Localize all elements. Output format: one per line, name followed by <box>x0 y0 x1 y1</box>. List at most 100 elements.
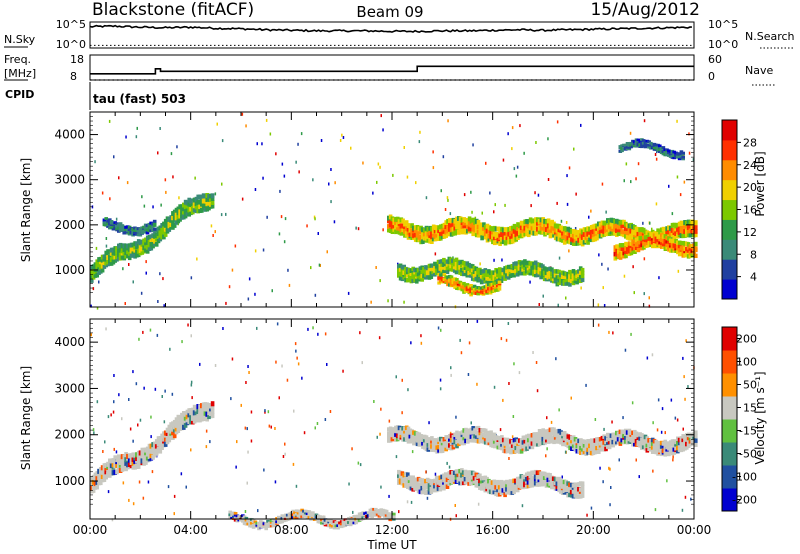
power-scatter-cell <box>210 224 213 228</box>
velocity-band-0-cell <box>93 472 98 478</box>
nsky-tick-low: 10^0 <box>56 38 86 51</box>
velocity-band-2-cell <box>580 493 585 498</box>
power-scatter-cell <box>190 276 193 280</box>
power-scatter-cell <box>94 160 96 164</box>
power-band-3-cell <box>440 267 444 272</box>
power-scatter-cell <box>440 189 442 193</box>
velocity-band-0-cell <box>118 467 123 473</box>
velocity-band-3-cell <box>366 514 371 518</box>
velocity-band-3-cell <box>327 519 331 522</box>
power-band-6-cell <box>661 150 666 153</box>
velocity-scatter-cell <box>631 401 634 405</box>
velocity-colorbar-tick-label: -50 <box>739 448 757 461</box>
power-band-0-cell <box>180 204 184 210</box>
power-band-1-cell <box>120 226 125 230</box>
power-scatter-cell <box>135 135 138 139</box>
velocity-band-2-cell <box>541 478 545 484</box>
velocity-band-3-cell <box>366 511 371 514</box>
power-band-2-cell <box>410 228 414 234</box>
power-colorbar-tick-label: 16 <box>743 204 757 217</box>
velocity-band-2-cell <box>514 484 518 489</box>
power-band-2-cell <box>507 231 511 237</box>
power-band-2-cell <box>428 225 432 231</box>
velocity-scatter-cell <box>376 435 378 439</box>
velocity-band-2-cell <box>577 487 581 492</box>
velocity-band-2-cell <box>550 484 554 490</box>
power-band-4-cell <box>472 286 477 290</box>
power-scatter-cell <box>547 137 549 141</box>
power-band-2-cell <box>521 224 526 230</box>
velocity-scatter-cell <box>446 461 448 465</box>
power-band-2-cell <box>467 226 472 232</box>
power-band-4-cell <box>488 288 493 292</box>
power-scatter-cell <box>318 263 321 267</box>
velocity-band-2-cell <box>407 485 412 490</box>
velocity-scatter-cell <box>149 328 152 332</box>
velocity-band-1-cell <box>498 439 502 444</box>
velocity-scatter-cell <box>122 481 125 485</box>
power-scatter-cell <box>212 234 214 237</box>
time-axis-label: Time UT <box>366 538 417 552</box>
velocity-band-1-cell <box>694 438 698 443</box>
velocity-ytick-label: 2000 <box>54 428 85 442</box>
velocity-band-1-cell <box>440 438 445 443</box>
power-band-2-cell <box>401 223 405 229</box>
velocity-scatter-cell <box>190 448 192 452</box>
power-band-5-cell <box>654 236 659 242</box>
power-band-3-cell <box>580 270 585 276</box>
power-scatter-cell <box>162 277 164 281</box>
power-band-5-cell <box>618 255 623 260</box>
velocity-scatter-cell <box>169 347 171 351</box>
power-colorbar-swatch <box>722 239 737 260</box>
power-band-2-cell <box>530 225 535 231</box>
velocity-band-0-cell <box>102 472 107 478</box>
power-scatter-cell <box>470 190 472 194</box>
velocity-band-3-cell <box>384 511 389 515</box>
power-band-2-cell <box>640 227 644 232</box>
velocity-band-1-cell <box>688 441 693 447</box>
velocity-colorbar-swatch <box>722 350 737 374</box>
velocity-band-2-cell <box>467 481 471 486</box>
velocity-scatter-cell <box>352 510 354 514</box>
velocity-band-2-cell <box>503 485 507 491</box>
velocity-band-1-cell <box>667 451 671 457</box>
velocity-scatter-cell <box>205 429 208 433</box>
power-scatter-cell <box>145 271 147 275</box>
velocity-scatter-cell <box>111 518 114 522</box>
power-band-0-cell <box>93 267 98 272</box>
velocity-band-1-cell <box>618 432 623 437</box>
freq-label: Freq. <box>4 53 31 66</box>
power-band-0-cell <box>198 204 202 210</box>
power-band-5-cell <box>620 253 625 258</box>
velocity-band-1-cell <box>688 439 693 444</box>
velocity-band-1-cell <box>536 438 540 444</box>
power-scatter-cell <box>637 162 640 166</box>
power-scatter-cell <box>143 204 146 208</box>
frequency-series-0 <box>90 65 694 75</box>
power-band-3-cell <box>580 267 585 273</box>
power-band-0-cell <box>169 217 173 223</box>
power-scatter-cell <box>132 280 134 284</box>
velocity-band-1-cell <box>507 441 511 446</box>
velocity-band-1-cell <box>548 439 553 444</box>
velocity-band-2-cell <box>476 474 480 479</box>
power-band-2-cell <box>694 232 698 238</box>
power-band-3-cell <box>476 278 480 283</box>
power-band-4-cell <box>497 280 502 284</box>
velocity-scatter-cell <box>342 369 344 373</box>
velocity-scatter-cell <box>247 450 249 454</box>
velocity-scatter-cell <box>610 486 612 489</box>
velocity-band-1-cell <box>449 445 454 451</box>
noise-panel: N.Sky 10^5 10^0 10^5 10^0 N.Search <box>4 18 795 51</box>
power-scatter-cell <box>261 142 263 146</box>
power-band-5-cell <box>685 251 689 257</box>
velocity-band-3-cell <box>250 521 254 525</box>
velocity-scatter-cell <box>611 420 613 424</box>
power-band-3-cell <box>514 268 518 274</box>
power-scatter-cell <box>623 179 625 183</box>
power-band-0-cell <box>118 252 123 258</box>
power-scatter-cell <box>254 292 256 296</box>
power-scatter-cell <box>601 182 604 186</box>
power-band-3-cell <box>449 263 453 269</box>
velocity-band-3-cell <box>253 520 258 524</box>
